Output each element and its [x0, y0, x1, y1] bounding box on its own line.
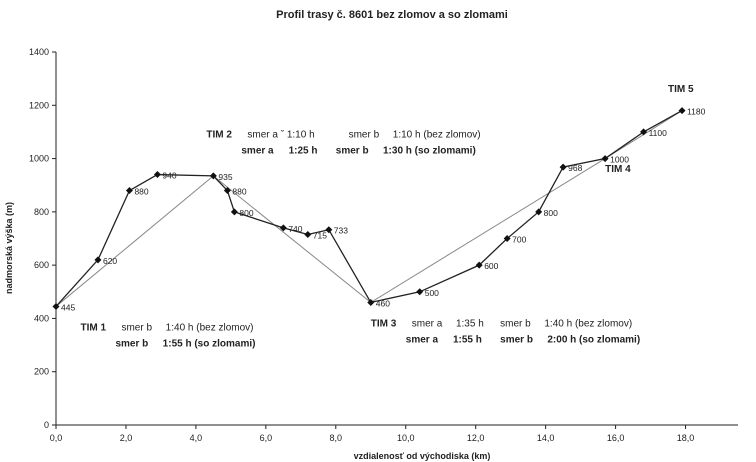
- annotation-text: smer a: [412, 318, 443, 329]
- annotation-text: 1:35 h: [456, 318, 484, 329]
- data-point: [52, 302, 60, 310]
- annotation-text: smer b: [349, 129, 380, 140]
- y-tick-label: 1400: [29, 47, 49, 57]
- data-label: 940: [162, 171, 176, 181]
- annotation-text: smer b: [500, 318, 531, 329]
- annotation-text: 1:55 h (so zlomami): [163, 338, 256, 349]
- x-tick-label: 4,0: [190, 433, 203, 443]
- x-tick-label: 0,0: [50, 433, 63, 443]
- chart-title: Profil trasy č. 8601 bez zlomov a so zlo…: [276, 9, 508, 21]
- annotation-text: TIM 3: [371, 318, 397, 329]
- annotation-text: 1:25 h: [289, 145, 318, 156]
- data-point: [153, 171, 161, 179]
- data-label: 800: [544, 208, 558, 218]
- data-label: 740: [288, 224, 302, 234]
- data-point: [223, 187, 231, 195]
- data-point: [678, 107, 686, 115]
- data-label: 800: [239, 208, 253, 218]
- annotation-text: smer b: [500, 334, 533, 345]
- y-tick-label: 600: [34, 260, 49, 270]
- data-label: 935: [218, 172, 232, 182]
- annotation-text: 1:40 h (bez zlomov): [166, 322, 254, 333]
- annotation-text: TIM 2: [206, 129, 232, 140]
- x-tick-label: 8,0: [330, 433, 343, 443]
- annotation-text: 1:55 h: [453, 334, 482, 345]
- data-label: 880: [134, 187, 148, 197]
- annotation-text: TIM 1: [80, 322, 106, 333]
- annotation-text: smer a ˇ 1:10 h: [247, 128, 314, 140]
- x-tick-label: 18,0: [677, 433, 695, 443]
- data-label: 880: [232, 187, 246, 197]
- annotation-text: 1:30 h (so zlomami): [383, 145, 476, 156]
- data-label: 968: [568, 163, 582, 173]
- data-label: 600: [484, 261, 498, 271]
- annotation-text: TIM 5: [668, 84, 694, 95]
- x-tick-label: 16,0: [607, 433, 625, 443]
- data-point: [503, 235, 511, 242]
- x-tick-label: 2,0: [120, 433, 133, 443]
- data-label: 733: [334, 226, 348, 236]
- data-label: 1180: [687, 107, 706, 117]
- annotation-text: 1:10 h (bez zlomov): [393, 129, 481, 140]
- y-tick-label: 1000: [29, 154, 49, 164]
- axes: 0 200 400 600 800 1000 1200 1400 0,0 2,0 4,0 6,0 8,0…: [29, 47, 738, 443]
- annotation-text: smer a: [241, 145, 274, 156]
- annotation-text: smer b: [121, 322, 152, 333]
- y-tick-label: 200: [34, 367, 49, 377]
- annotations: TIM 1 smer b 1:40 h (bez zlomov) smer b 1:55…: [80, 84, 694, 349]
- data-label: 715: [313, 231, 327, 241]
- annotation-text: smer b: [336, 145, 369, 156]
- data-point: [367, 298, 375, 306]
- data-point: [125, 187, 133, 195]
- data-point: [535, 208, 543, 216]
- data-point: [279, 224, 287, 232]
- y-tick-label: 800: [34, 207, 49, 217]
- x-tick-label: 6,0: [260, 433, 273, 443]
- data-point: [325, 226, 333, 234]
- y-tick-label: 0: [44, 420, 49, 430]
- data-label: 620: [103, 256, 117, 266]
- data-point: [640, 128, 648, 136]
- annotation-text: 2:00 h (so zlomami): [547, 334, 640, 345]
- data-label: 445: [61, 302, 75, 312]
- annotation-text: 1:40 h (bez zlomov): [544, 318, 632, 329]
- data-label: 460: [376, 298, 390, 308]
- x-tick-label: 10,0: [397, 433, 415, 443]
- x-tick-label: 12,0: [467, 433, 485, 443]
- data-point: [559, 163, 567, 171]
- data-point: [304, 231, 312, 239]
- y-tick-label: 1200: [29, 100, 49, 110]
- data-point: [94, 256, 102, 264]
- data-point: [416, 288, 424, 296]
- data-point: [230, 208, 238, 216]
- annotation-text: smer a: [406, 334, 439, 345]
- data-label: 1100: [649, 128, 668, 138]
- data-point: [475, 261, 483, 269]
- x-axis-label: vzdialenosť od východiska (km): [354, 451, 491, 461]
- data-point: [209, 172, 217, 180]
- data-label: 700: [512, 235, 526, 245]
- data-label: 500: [425, 288, 439, 298]
- y-axis-label: nadmorská výška (m): [4, 202, 14, 294]
- data-label: 1000: [610, 155, 629, 165]
- annotation-text: TIM 4: [605, 164, 631, 175]
- data-point: [601, 155, 609, 163]
- annotation-text: smer b: [115, 338, 148, 349]
- y-tick-label: 400: [34, 313, 49, 323]
- x-tick-label: 14,0: [537, 433, 555, 443]
